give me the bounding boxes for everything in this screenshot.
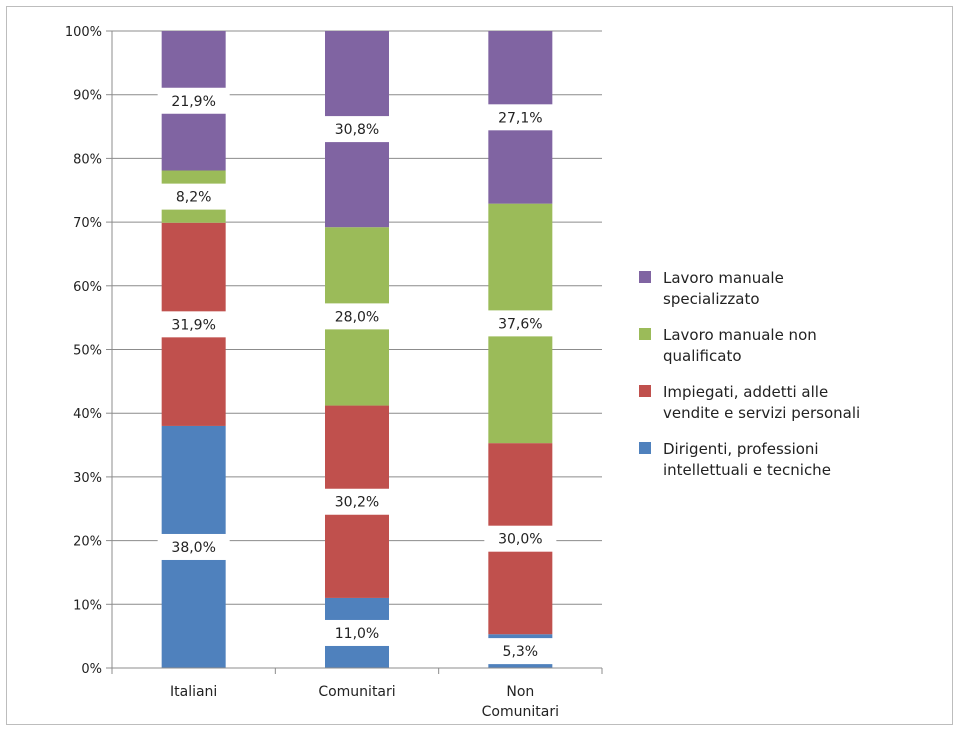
- data-label: 21,9%: [171, 94, 215, 110]
- data-labels: 38,0% 31,9% 8,2% 21,9% 11,0% 30,2% 28,0% 30,8% 5…: [157, 87, 557, 665]
- data-label: 30,8%: [335, 122, 379, 138]
- y-tick-label: 10%: [73, 598, 102, 613]
- data-label: 8,2%: [176, 190, 212, 206]
- y-tick-label: 30%: [73, 471, 102, 486]
- data-label-background: [484, 104, 557, 131]
- data-label-background: [484, 638, 557, 665]
- axes: 0% 10% 20% 30% 40% 50% 60% 70% 80% 90% 100% Italian…: [65, 25, 603, 720]
- y-tick-label: 90%: [73, 89, 102, 104]
- data-label-background: [484, 310, 557, 337]
- legend-swatch: [639, 271, 651, 283]
- legend-swatch: [639, 328, 651, 340]
- legend-entry: Impiegati, addetti alle vendite e servizi…: [663, 383, 860, 422]
- y-tick-label: 60%: [73, 280, 102, 295]
- legend-entry: Lavoro manuale specializzato: [663, 269, 784, 308]
- legend: Lavoro manuale specializzato Lavoro manual…: [639, 269, 860, 479]
- data-label-background: [321, 116, 393, 143]
- data-label-background: [321, 303, 393, 330]
- legend-entry: Dirigenti, professioni intellettuali e te…: [663, 440, 831, 479]
- x-category-label: Comunitari: [318, 684, 395, 700]
- data-label-background: [484, 525, 557, 552]
- y-tick-label: 0%: [81, 662, 102, 677]
- legend-entry: Lavoro manuale non qualificato: [663, 326, 817, 365]
- data-label: 30,2%: [335, 495, 379, 511]
- data-label-background: [321, 488, 393, 515]
- y-tick-label: 80%: [73, 152, 102, 167]
- data-label-background: [157, 533, 230, 560]
- data-label-background: [157, 311, 230, 338]
- y-tick-label: 100%: [65, 25, 102, 40]
- data-label-background: [321, 619, 393, 646]
- y-tick-label: 70%: [73, 216, 102, 231]
- chart-frame: 38,0% 31,9% 8,2% 21,9% 11,0% 30,2% 28,0% 30,8% 5…: [6, 6, 953, 725]
- y-tick-label: 40%: [73, 407, 102, 422]
- y-tick-label: 20%: [73, 535, 102, 550]
- data-label: 5,3%: [503, 644, 539, 660]
- data-label: 31,9%: [171, 317, 215, 333]
- stacked-bar-chart: 38,0% 31,9% 8,2% 21,9% 11,0% 30,2% 28,0% 30,8% 5…: [65, 25, 860, 720]
- data-label-background: [157, 87, 230, 114]
- data-label: 27,1%: [498, 110, 542, 126]
- legend-swatch: [639, 385, 651, 397]
- x-category-label: Italiani: [170, 684, 217, 700]
- data-label: 38,0%: [171, 540, 215, 556]
- legend-swatch: [639, 442, 651, 454]
- x-category-label: Non Comunitari: [482, 684, 559, 720]
- data-label: 37,6%: [498, 316, 542, 332]
- data-label-background: [157, 183, 230, 210]
- data-label: 30,0%: [498, 532, 542, 548]
- y-tick-label: 50%: [73, 344, 102, 359]
- data-label: 11,0%: [335, 626, 379, 642]
- data-label: 28,0%: [335, 309, 379, 325]
